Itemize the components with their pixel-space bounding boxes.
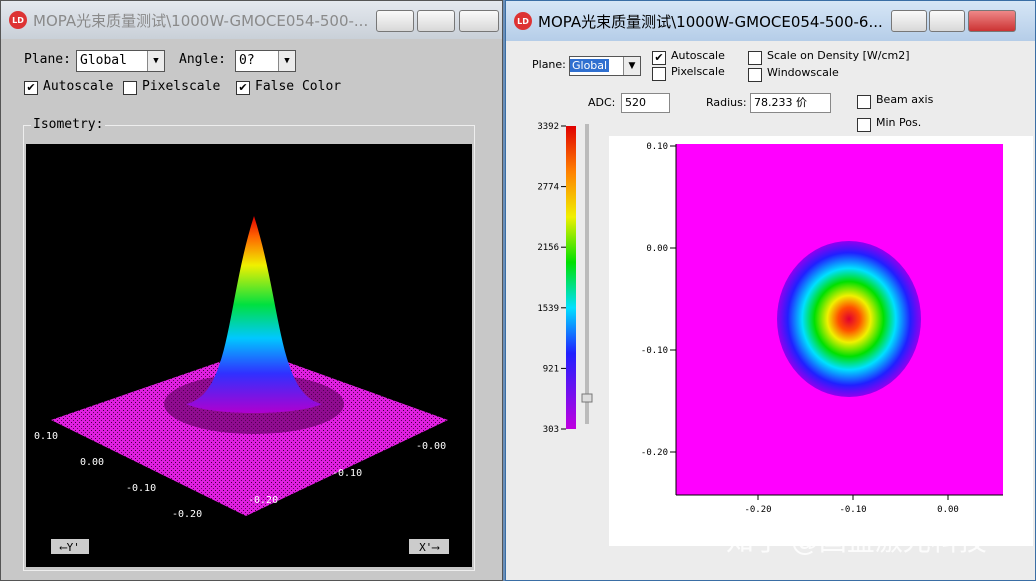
x-tick-label: -0.20	[744, 505, 771, 515]
plane-label: Plane:	[532, 58, 566, 71]
colorbar-tick-label: 1539	[537, 304, 559, 314]
checkbox[interactable]	[748, 51, 762, 65]
group-label: Isometry:	[31, 117, 106, 132]
window-title: MOPA光束质量测试\1000W-GMOCE054-500-...	[33, 11, 369, 30]
colorbar-ticks: 3392 2774 2156 1539 921 303	[537, 122, 566, 435]
checkbox-label: Pixelscale	[671, 65, 725, 78]
combo-arrow: ▼	[147, 51, 164, 71]
axis-label: -0.10	[332, 468, 362, 479]
axis-label: -0.10	[126, 483, 156, 494]
combo-arrow: ▼	[278, 51, 295, 71]
beam-spot	[777, 241, 921, 397]
axis-labels: 0.10 0.00 -0.10 -0.20 -0.00 -0.10 -0.20	[34, 431, 446, 520]
adc-field[interactable]: 520	[621, 93, 670, 113]
colorbar-tick-label: 3392	[537, 122, 559, 132]
checkbox[interactable]	[857, 95, 871, 109]
colorbar-tick-label: 2774	[537, 183, 559, 193]
checkbox[interactable]	[857, 118, 871, 132]
radius-field[interactable]: 78.233 价	[750, 93, 831, 113]
checkbox-label: Pixelscale	[142, 79, 221, 94]
checkbox[interactable]	[748, 68, 762, 82]
maximize-button[interactable]	[929, 10, 965, 32]
angle-label: Angle:	[179, 52, 226, 67]
angle-combo[interactable]: 0? ▼	[235, 50, 296, 72]
checkbox-label: Windowscale	[767, 66, 839, 79]
plane-combo[interactable]: Global ▼	[76, 50, 165, 72]
colorbar	[566, 126, 576, 429]
axis-label: 0.00	[80, 457, 104, 468]
y-tick-label: 0.00	[646, 244, 668, 254]
adc-label: ADC:	[588, 96, 616, 109]
minimize-button[interactable]	[891, 10, 927, 32]
colorbar-tick-label: 2156	[537, 243, 559, 253]
colorbar-tick-label: 303	[543, 425, 559, 435]
x-tick-label: -0.10	[839, 505, 866, 515]
plane-value: Global	[570, 59, 610, 72]
beam-view: 3392 2774 2156 1539 921 303 0.10 0.00 -0.10 -0.2…	[537, 122, 1033, 546]
plot-axis-labels: 0.10 0.00 -0.10 -0.20 -0.20 -0.10 0.00	[641, 142, 959, 515]
checkbox[interactable]: ✔	[24, 81, 38, 95]
axis-label: -0.00	[416, 441, 446, 452]
beam-peak	[186, 216, 322, 413]
app-icon: LD	[514, 12, 532, 30]
x-tick-label: 0.00	[937, 505, 959, 515]
radius-label: Radius:	[706, 96, 747, 109]
plane-combo[interactable]: Global ▼	[569, 56, 641, 76]
checkbox[interactable]	[652, 67, 666, 81]
checkbox[interactable]: ✔	[652, 51, 666, 65]
group-box	[23, 125, 475, 571]
x-button[interactable]	[409, 539, 449, 554]
checkbox-label: Scale on Density [W/cm2]	[767, 49, 910, 62]
axis-label: -0.20	[172, 509, 202, 520]
checkbox-label: Autoscale	[671, 49, 725, 62]
close-button[interactable]	[968, 10, 1016, 32]
maximize-button[interactable]	[417, 10, 455, 32]
window-right: LD MOPA光束质量测试\1000W-GMOCE054-500-6... Pl…	[505, 0, 1036, 581]
plane-label: Plane:	[24, 52, 71, 67]
close-button[interactable]	[459, 10, 499, 32]
axis-label: -0.20	[248, 495, 278, 506]
y-tick-label: 0.10	[646, 142, 668, 152]
plane-value: Global	[80, 53, 127, 68]
watermark: 知乎 @国盛激光科技	[726, 524, 987, 557]
window-left: LD MOPA光束质量测试\1000W-GMOCE054-500-... Pla…	[0, 0, 503, 581]
y-tick-label: -0.20	[641, 448, 668, 458]
window-title: MOPA光束质量测试\1000W-GMOCE054-500-6...	[538, 12, 883, 31]
y-button[interactable]	[51, 539, 89, 554]
minimize-button[interactable]	[376, 10, 414, 32]
checkbox[interactable]	[123, 81, 137, 95]
angle-value: 0?	[239, 53, 255, 68]
checkbox-label: Beam axis	[876, 93, 934, 106]
x-button-label: X'⟶	[419, 541, 440, 554]
isometry-plot: 0.10 0.00 -0.10 -0.20 -0.00 -0.10 -0.20 ⟵Y' X'…	[26, 144, 472, 567]
axis-label: 0.10	[34, 431, 58, 442]
checkbox-label: Min Pos.	[876, 116, 922, 129]
checkbox-label: False Color	[255, 79, 342, 94]
checkbox[interactable]: ✔	[236, 81, 250, 95]
colorbar-tick-label: 921	[543, 364, 559, 374]
app-icon: LD	[9, 11, 27, 29]
y-button-label: ⟵Y'	[59, 541, 80, 554]
combo-arrow: ▼	[623, 57, 640, 75]
slider-thumb[interactable]	[581, 393, 593, 403]
checkbox-label: Autoscale	[43, 79, 114, 94]
slider-track	[585, 124, 589, 424]
y-tick-label: -0.10	[641, 346, 668, 356]
